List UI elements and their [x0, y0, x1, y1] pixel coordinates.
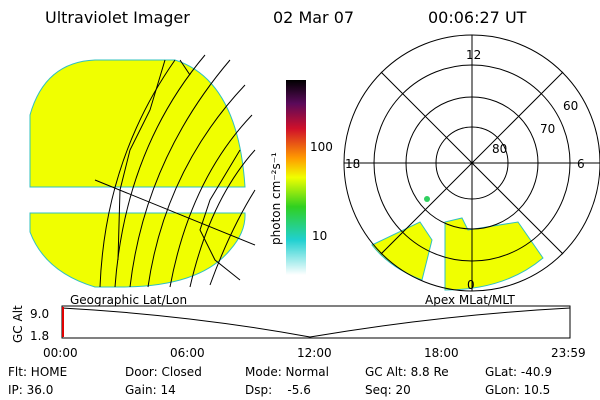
time: 00:06:27 UT: [428, 8, 527, 27]
colorbar: [286, 80, 306, 275]
title: Ultraviolet Imager: [45, 8, 190, 27]
status-item: GC Alt: 8.8 Re: [365, 365, 449, 379]
status-item: GLon: 10.5: [485, 383, 550, 397]
cb-tick: 10: [312, 229, 327, 243]
date: 02 Mar 07: [273, 8, 354, 27]
status-block: Flt: HOME Door: Closed Mode: Normal GC A…: [8, 365, 552, 397]
timeline-y-tick: 1.8: [30, 329, 49, 343]
geo-title: Geographic Lat/Lon: [70, 293, 187, 307]
cb-label: photon cm⁻²s⁻¹: [269, 152, 283, 245]
status-item: Dsp: -5.6: [245, 383, 311, 397]
status-item: IP: 36.0: [8, 383, 53, 397]
status-item: GLat: -40.9: [485, 365, 552, 379]
mlt-label: 0: [467, 278, 475, 292]
mlat-label: 60: [563, 99, 578, 113]
timeline: [61, 305, 571, 339]
timeline-y-tick: 9.0: [30, 307, 49, 321]
timeline-x-tick: 23:59: [551, 346, 586, 360]
mlt-label: 18: [345, 157, 360, 171]
polar-title: Apex MLat/MLT: [425, 293, 515, 307]
status-item: Flt: HOME: [8, 365, 67, 379]
mlat-label: 70: [540, 122, 555, 136]
status-item: Gain: 14: [125, 383, 176, 397]
timeline-x-tick: 00:00: [43, 346, 78, 360]
status-item: Mode: Normal: [245, 365, 329, 379]
timeline-x-tick: 18:00: [424, 346, 459, 360]
polar-plot: [343, 34, 600, 292]
status-item: Seq: 20: [365, 383, 411, 397]
timeline-x-tick: 06:00: [170, 346, 205, 360]
timeline-x-tick: 12:00: [297, 346, 332, 360]
geo-map: [29, 54, 256, 288]
mlt-label: 6: [577, 157, 585, 171]
mlat-label: 80: [492, 142, 507, 156]
cb-tick: 100: [310, 140, 333, 154]
timeline-y-label: GC Alt: [11, 305, 25, 343]
mlt-label: 12: [466, 48, 481, 62]
status-item: Door: Closed: [125, 365, 202, 379]
